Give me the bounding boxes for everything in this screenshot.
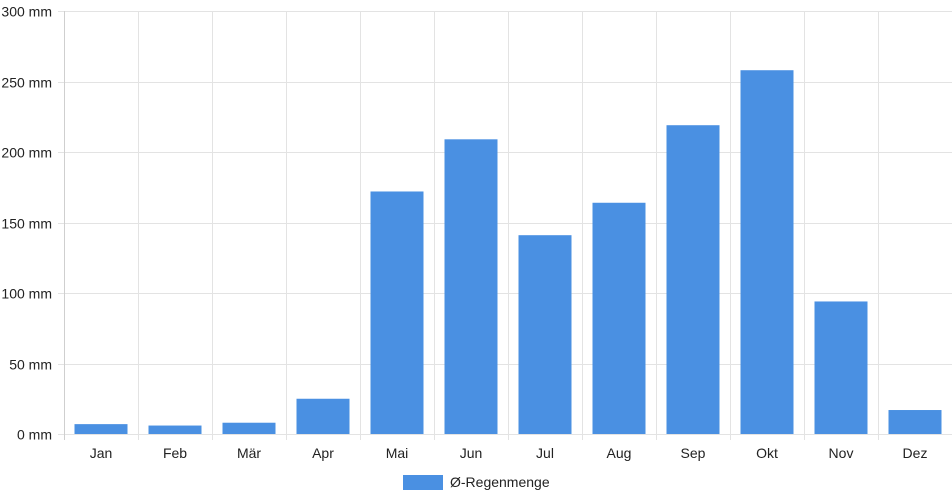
x-tick-label: Sep bbox=[681, 445, 706, 461]
bar-7[interactable] bbox=[592, 202, 646, 434]
legend-swatch[interactable] bbox=[403, 475, 443, 490]
y-tick-label: 50 mm bbox=[9, 357, 52, 373]
bar-10[interactable] bbox=[814, 301, 868, 434]
bar-0[interactable] bbox=[74, 424, 128, 434]
bar-8[interactable] bbox=[666, 125, 720, 435]
x-tick-label: Nov bbox=[829, 445, 854, 461]
bar-1[interactable] bbox=[148, 425, 202, 434]
x-tick-label: Feb bbox=[163, 445, 187, 461]
axes: 0 mm 50 mm 100 mm 150 mm 200 mm 250 mm 300 mm J… bbox=[1, 4, 927, 462]
legend[interactable]: Ø-Regenmenge bbox=[403, 474, 550, 490]
bar-2[interactable] bbox=[222, 422, 276, 434]
bar-11[interactable] bbox=[888, 410, 942, 434]
bar-9[interactable] bbox=[740, 70, 794, 434]
x-tick-label: Okt bbox=[756, 445, 778, 461]
x-tick-label: Jan bbox=[90, 445, 113, 461]
x-tick-label: Mai bbox=[386, 445, 409, 461]
bar-4[interactable] bbox=[370, 191, 424, 434]
bar-3[interactable] bbox=[296, 398, 350, 434]
bars bbox=[74, 70, 942, 435]
y-tick-label: 150 mm bbox=[1, 216, 52, 232]
x-tick-label: Jun bbox=[460, 445, 483, 461]
y-tick-label: 0 mm bbox=[17, 427, 52, 443]
y-tick-label: 100 mm bbox=[1, 286, 52, 302]
x-tick-label: Dez bbox=[903, 445, 928, 461]
x-tick-label: Jul bbox=[536, 445, 554, 461]
y-tick-label: 250 mm bbox=[1, 75, 52, 91]
bar-5[interactable] bbox=[444, 139, 498, 434]
y-tick-label: 200 mm bbox=[1, 145, 52, 161]
legend-label[interactable]: Ø-Regenmenge bbox=[450, 474, 550, 490]
grid bbox=[58, 11, 952, 440]
bar-6[interactable] bbox=[518, 235, 572, 434]
y-tick-label: 300 mm bbox=[1, 4, 52, 20]
x-tick-label: Aug bbox=[607, 445, 632, 461]
x-tick-label: Mär bbox=[237, 445, 261, 461]
x-tick-label: Apr bbox=[312, 445, 334, 461]
